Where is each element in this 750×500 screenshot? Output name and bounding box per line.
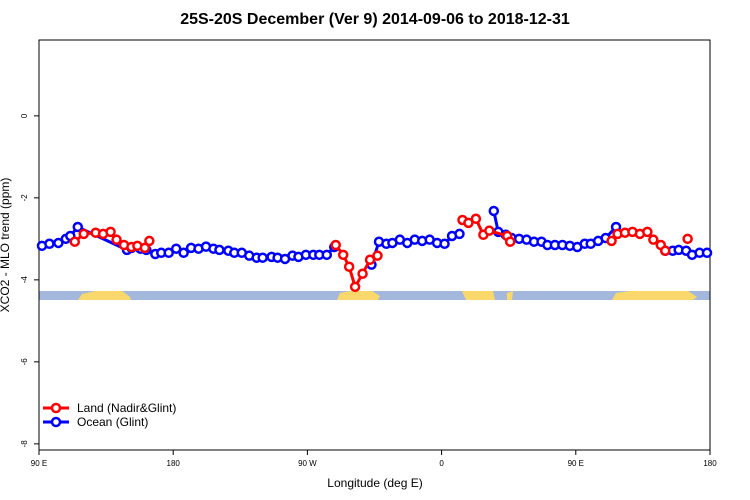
data-point xyxy=(257,252,268,263)
data-point xyxy=(642,226,653,238)
legend-marker xyxy=(50,402,62,414)
data-point xyxy=(78,228,89,240)
data-point xyxy=(364,254,376,266)
data-point xyxy=(111,234,122,245)
x-tick-label: 180 xyxy=(703,459,717,468)
data-point xyxy=(343,261,355,272)
data-point xyxy=(439,238,450,250)
data-point xyxy=(170,243,182,254)
x-tick-label: 90 W xyxy=(298,459,317,468)
land-patch xyxy=(337,291,380,300)
data-point xyxy=(701,247,713,259)
legend-marker xyxy=(50,416,62,428)
data-point xyxy=(463,217,474,229)
data-point xyxy=(484,225,495,236)
data-point xyxy=(163,247,174,259)
data-point xyxy=(72,221,84,233)
data-point xyxy=(144,235,155,247)
x-tick-label: 90 E xyxy=(568,459,584,468)
y-axis-label: XCO2 - MLO trend (ppm) xyxy=(0,178,12,313)
data-point xyxy=(606,235,617,247)
x-tick-label: 180 xyxy=(167,459,181,468)
data-point xyxy=(488,205,500,217)
data-point xyxy=(53,237,64,249)
y-tick-label: 0 xyxy=(20,113,29,118)
chart-title: 25S-20S December (Ver 9) 2014-09-06 to 2… xyxy=(180,11,570,28)
land-patch xyxy=(507,291,513,300)
y-tick-label: -6 xyxy=(20,358,29,366)
y-tick-label: -2 xyxy=(20,194,29,202)
legend-label: Ocean (Glint) xyxy=(77,415,148,429)
data-point xyxy=(321,249,333,261)
x-tick-label: 90 E xyxy=(31,459,47,468)
data-point xyxy=(682,233,693,245)
data-point xyxy=(214,244,225,256)
legend: Land (Nadir&Glint)Ocean (Glint) xyxy=(43,401,176,429)
data-point xyxy=(44,238,55,250)
legend-label: Land (Nadir&Glint) xyxy=(77,401,176,415)
data-point xyxy=(105,226,116,238)
data-point xyxy=(660,245,671,256)
y-tick-label: -4 xyxy=(20,276,29,284)
data-point xyxy=(372,250,383,261)
data-point xyxy=(454,228,465,240)
data-point xyxy=(69,236,81,247)
x-axis-label: Longitude (deg E) xyxy=(327,476,422,490)
land-patch xyxy=(462,291,495,300)
data-point xyxy=(357,268,368,279)
data-point xyxy=(648,234,659,245)
data-point xyxy=(337,249,349,261)
y-tick-label: -8 xyxy=(20,440,29,448)
data-point xyxy=(470,213,482,225)
data-point xyxy=(178,247,189,259)
data-point xyxy=(349,281,361,293)
data-point xyxy=(504,236,516,247)
data-point xyxy=(139,242,151,254)
map-strip xyxy=(39,291,710,300)
land-patch xyxy=(78,291,131,300)
land-patch xyxy=(612,291,697,300)
series xyxy=(69,213,693,293)
x-tick-label: 0 xyxy=(439,459,444,468)
data-point xyxy=(330,239,341,251)
